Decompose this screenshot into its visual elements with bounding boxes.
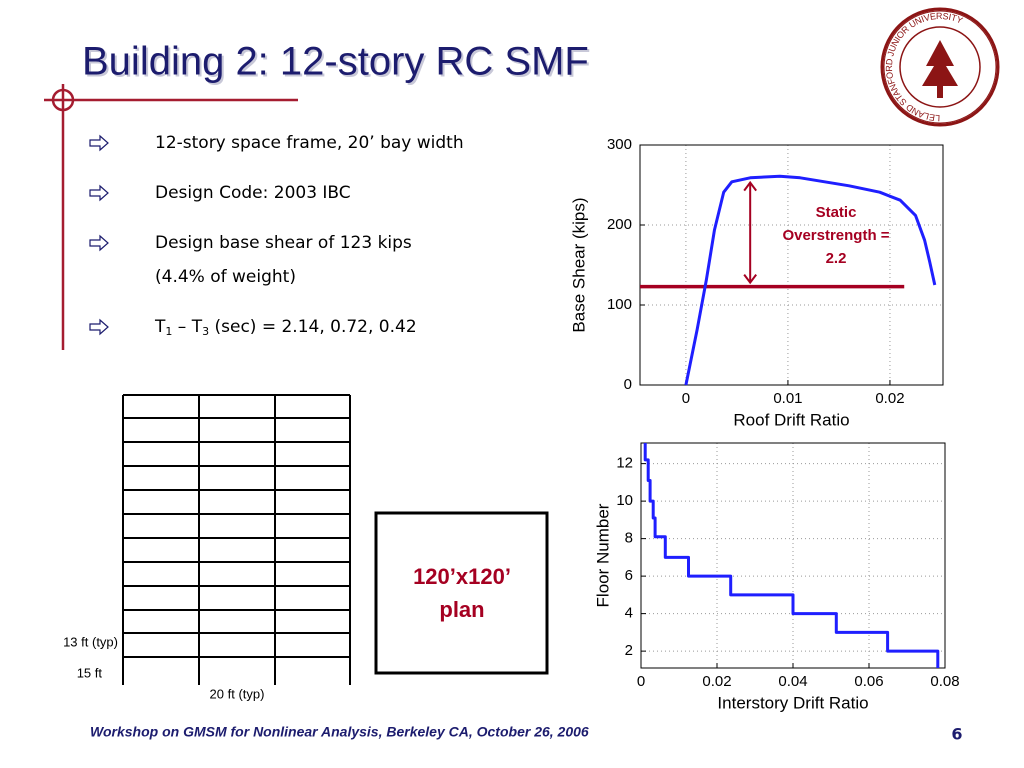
arrow-head xyxy=(743,180,757,192)
x-tick-label: 0.06 xyxy=(854,673,883,690)
y-axis-label: Floor Number xyxy=(593,503,612,607)
plan-label: 120’x120’ xyxy=(413,564,511,589)
annotation: Overstrength = xyxy=(782,227,889,244)
x-tick-label: 0.04 xyxy=(778,673,807,690)
page-number: 6 xyxy=(951,725,962,744)
x-tick-label: 0 xyxy=(637,673,645,690)
bay-width-label: 20 ft (typ) xyxy=(210,686,265,701)
y-tick-label: 6 xyxy=(625,567,633,584)
data-line xyxy=(684,174,937,386)
y-tick-label: 300 xyxy=(607,136,632,153)
arrow-head xyxy=(743,274,757,285)
y-axis-label: Base Shear (kips) xyxy=(569,197,588,332)
y-tick-label: 0 xyxy=(624,376,632,393)
bullet-text: Design base shear of 123 kips xyxy=(155,233,412,253)
footer: Workshop on GMSM for Nonlinear Analysis,… xyxy=(90,724,589,740)
frame-elevation xyxy=(122,394,351,685)
x-tick-label: 0.02 xyxy=(875,390,904,407)
y-tick-label: 10 xyxy=(616,492,633,509)
plot-area xyxy=(640,145,943,385)
bullet-arrow xyxy=(89,234,109,252)
plan-box xyxy=(374,511,549,675)
bullet-text: T1 – T3 (sec) = 2.14, 0.72, 0.42 xyxy=(154,317,417,338)
y-tick-label: 2 xyxy=(625,642,633,659)
x-tick-label: 0.02 xyxy=(702,673,731,690)
bullet-segment: 3 xyxy=(202,325,209,338)
slide-title: Building 2: 12-story RC SMF xyxy=(82,40,589,84)
bullet-list: 12-story space frame, 20’ bay width Desig… xyxy=(89,133,464,338)
bullet-segment: (sec) = 2.14, 0.72, 0.42 xyxy=(209,317,417,337)
annotation: Static xyxy=(816,204,857,221)
bullet-arrow xyxy=(89,134,109,152)
y-tick-label: 100 xyxy=(607,296,632,313)
plot-frame xyxy=(640,442,946,669)
x-tick-label: 0 xyxy=(682,390,690,407)
title-shadow: Building 2: 12-story RC SMF xyxy=(84,42,591,86)
bullet-arrow xyxy=(89,318,109,336)
bullet-segment: T xyxy=(154,317,166,337)
bullet-segment: – T xyxy=(172,317,202,337)
x-tick-label: 0.01 xyxy=(773,390,802,407)
y-tick-label: 4 xyxy=(625,605,633,622)
y-tick-label: 200 xyxy=(607,216,632,233)
plot-frame xyxy=(639,144,944,386)
x-axis-label: Interstory Drift Ratio xyxy=(717,693,868,712)
bullet-text: (4.4% of weight) xyxy=(155,267,296,287)
x-axis-label: Roof Drift Ratio xyxy=(733,410,849,429)
annotation: 2.2 xyxy=(826,250,847,267)
bullet-arrow xyxy=(89,184,109,202)
plan-label: plan xyxy=(439,597,484,622)
y-tick-label: 8 xyxy=(625,530,633,547)
x-tick-label: 0.08 xyxy=(930,673,959,690)
bullet-text: 12-story space frame, 20’ bay width xyxy=(155,133,464,153)
bullet-text: Design Code: 2003 IBC xyxy=(155,183,351,203)
title-decoration xyxy=(44,84,298,350)
story-height-label: 13 ft (typ) xyxy=(63,634,118,649)
base-height-label: 15 ft xyxy=(77,665,103,680)
university-seal xyxy=(880,7,1000,127)
y-tick-label: 12 xyxy=(616,455,633,472)
bullet-segment: 1 xyxy=(165,325,172,338)
data-line xyxy=(643,443,940,668)
